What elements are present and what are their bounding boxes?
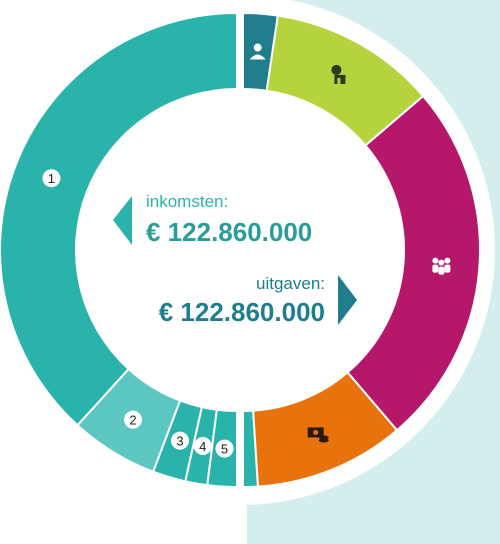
income-slice-1 bbox=[0, 11, 238, 427]
income-badge-5 bbox=[215, 439, 234, 458]
income-badge-3 bbox=[170, 431, 189, 450]
income-badge-label-5: 5 bbox=[221, 442, 228, 457]
money-icon bbox=[307, 427, 329, 443]
expense-arrow-icon bbox=[338, 275, 357, 325]
family-icon bbox=[432, 257, 451, 275]
expense-value: € 122.860.000 bbox=[158, 297, 325, 327]
income-badge-label-1: 1 bbox=[48, 171, 55, 186]
expense-slice-3 bbox=[346, 94, 481, 432]
expense-arcs bbox=[242, 11, 481, 489]
community-icon bbox=[249, 43, 266, 60]
income-badge-label-3: 3 bbox=[176, 434, 183, 449]
income-badges: 1 2 3 4 5 bbox=[42, 169, 234, 458]
income-badge-label-4: 4 bbox=[199, 439, 206, 454]
income-badge-label-2: 2 bbox=[129, 413, 136, 428]
income-arrow-icon bbox=[113, 196, 132, 245]
income-badge-1 bbox=[42, 169, 61, 188]
income-badge-2 bbox=[124, 410, 143, 429]
expense-slice-5 bbox=[242, 409, 259, 489]
expense-label: uitgaven: bbox=[256, 274, 325, 293]
income-value: € 122.860.000 bbox=[146, 217, 313, 247]
expense-icons bbox=[249, 43, 451, 443]
income-badge-4 bbox=[193, 437, 212, 456]
income-label: inkomsten: bbox=[146, 192, 229, 211]
housing-icon bbox=[331, 64, 346, 84]
